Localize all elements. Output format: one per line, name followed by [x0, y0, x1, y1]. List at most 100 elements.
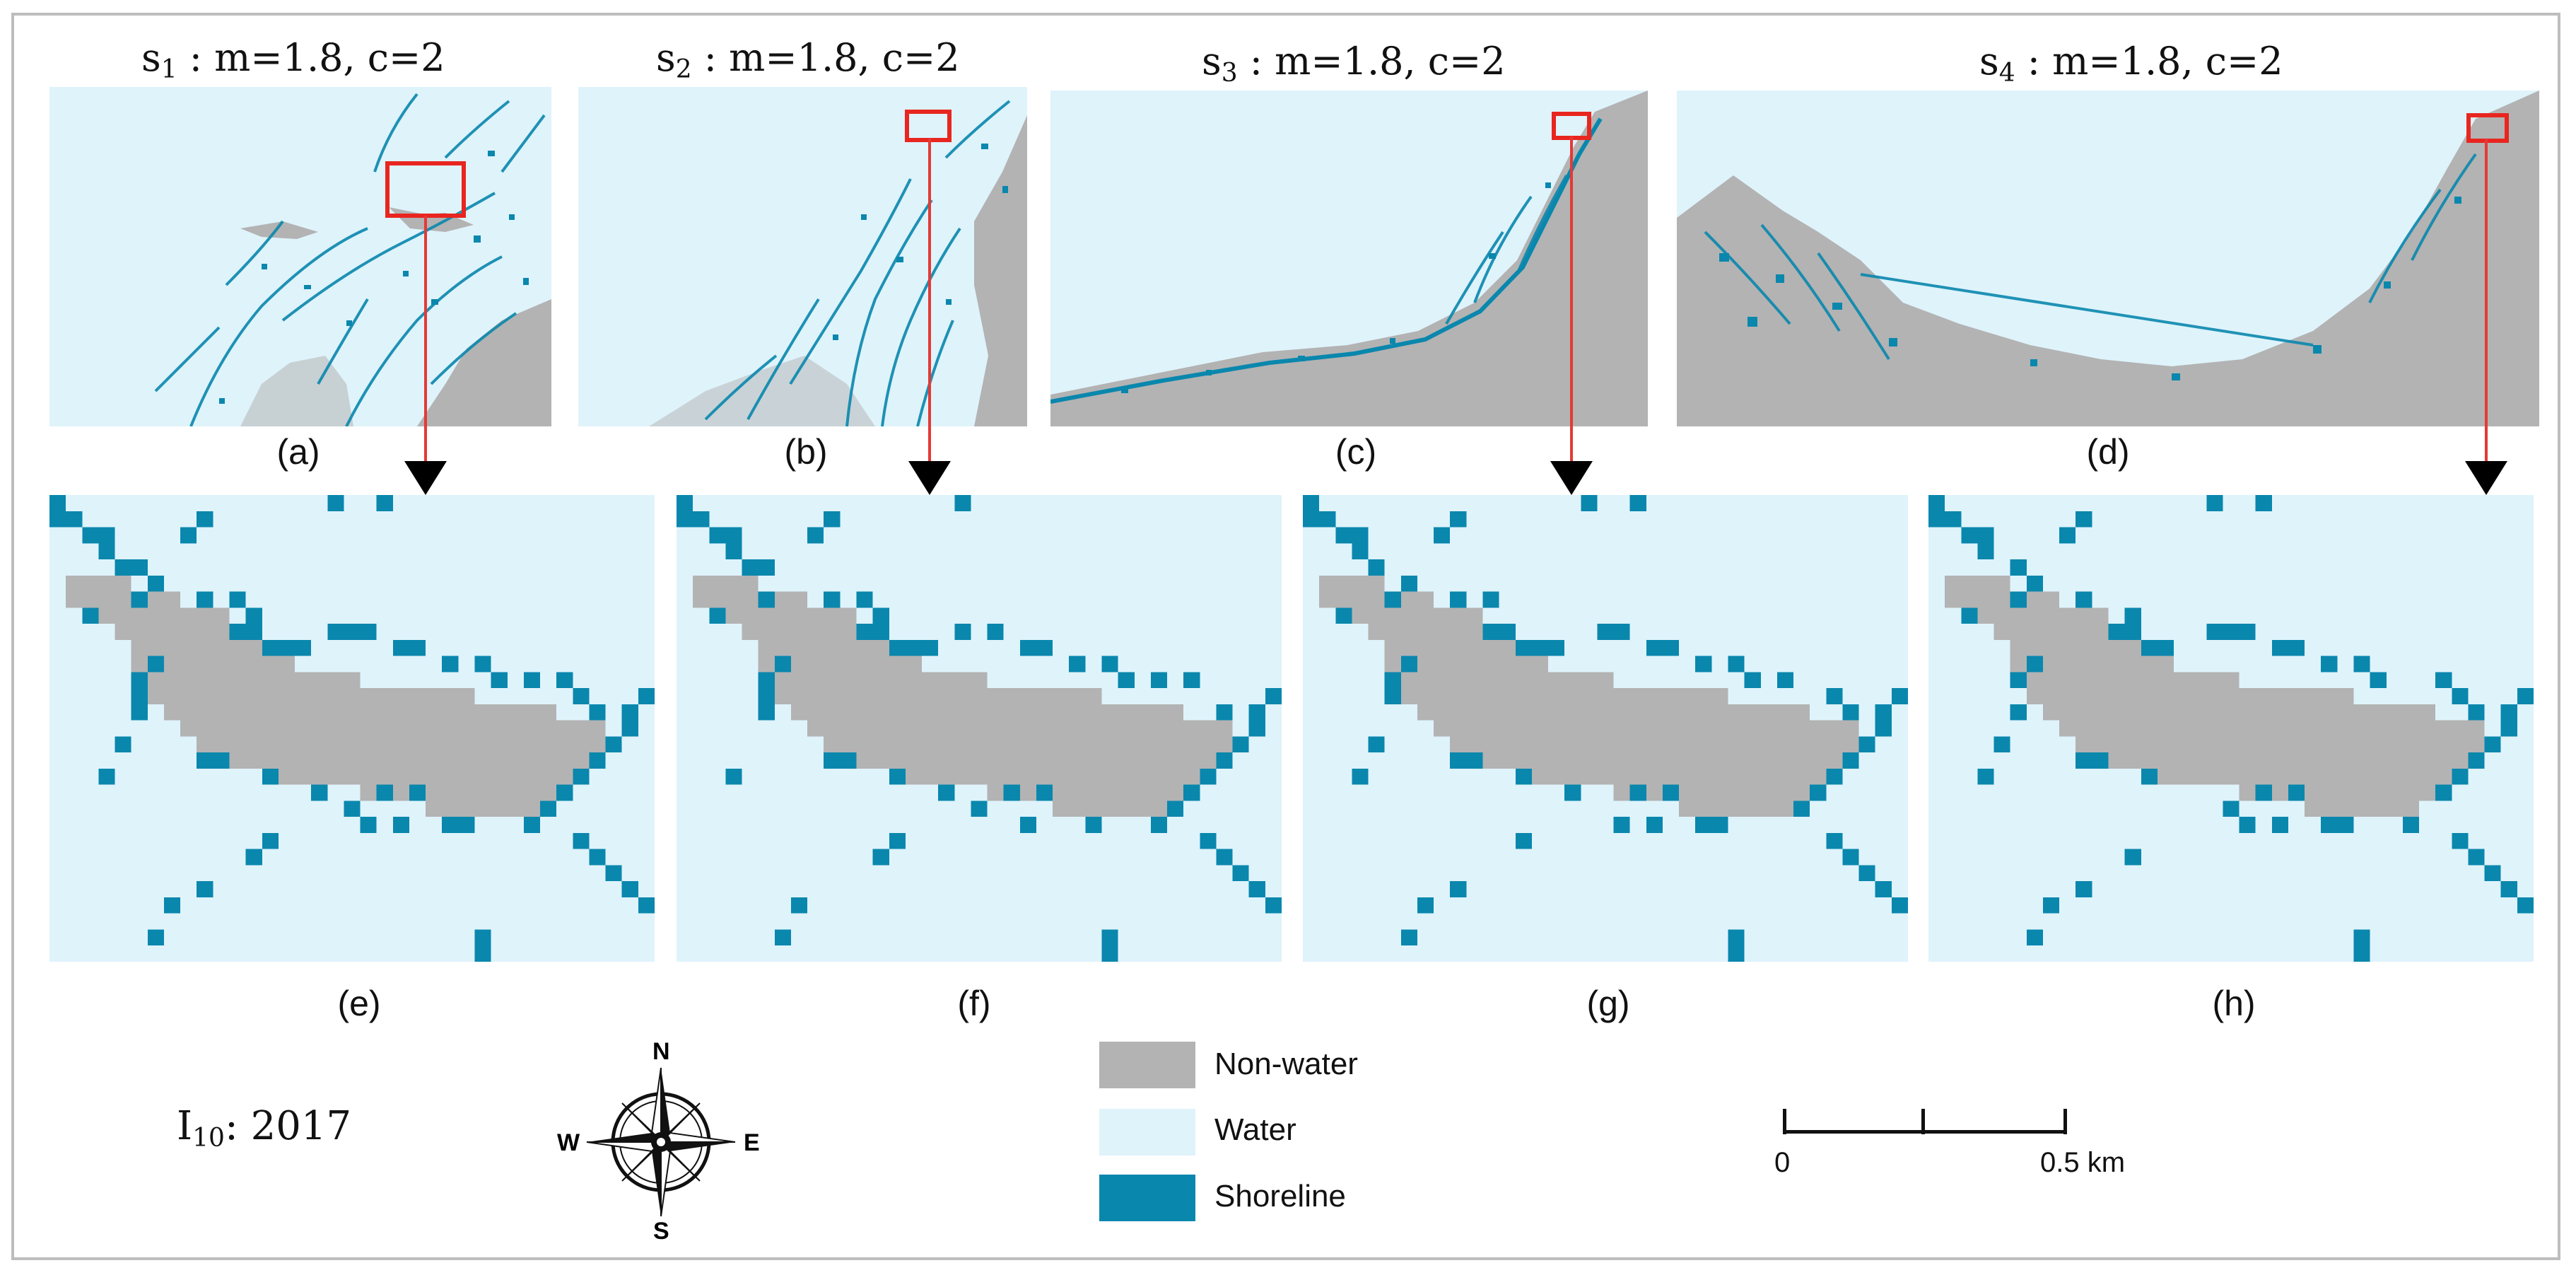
shoreline-cell [1629, 495, 1646, 511]
shoreline-cell [2500, 881, 2517, 897]
shoreline-cell [1450, 511, 1467, 528]
shoreline-cell [2484, 865, 2501, 882]
nonwater-cell-run [2010, 656, 2174, 673]
shoreline-cell [1167, 800, 1184, 817]
shoreline-cell [1400, 929, 1417, 946]
compass-east-label: E [744, 1129, 760, 1156]
shoreline-cell [1303, 495, 1320, 511]
shoreline-cell [1019, 817, 1036, 833]
shoreline-cell [1352, 768, 1369, 785]
shoreline-cell [474, 929, 491, 946]
shoreline-cell [98, 527, 115, 544]
shoreline-cell [327, 624, 344, 640]
shoreline-cell [2076, 591, 2092, 608]
panel-label-g: (g) [1586, 984, 1630, 1023]
nonwater-cell-run [229, 752, 590, 769]
shoreline-cell [245, 624, 262, 640]
shoreline-cell [1875, 704, 1892, 721]
shoreline-cell [1319, 511, 1336, 528]
nonwater-cell-run [197, 736, 606, 753]
figure-frame [11, 13, 2560, 1260]
nonwater-cell-run [1515, 768, 1827, 785]
shoreline-cell [409, 639, 426, 656]
shoreline-cell [1101, 929, 1118, 946]
shoreline-cell [131, 672, 148, 689]
shoreline-cell [889, 832, 906, 849]
shoreline-cell [889, 768, 906, 785]
nonwater-cell-run [426, 800, 541, 817]
shoreline-cell [725, 527, 742, 544]
shoreline-cell [1248, 881, 1265, 897]
shoreline-cell [262, 639, 279, 656]
shoreline-cell [605, 736, 622, 753]
shoreline-cell [1875, 881, 1892, 897]
shoreline-cell [1450, 752, 1467, 769]
shoreline-cell [1842, 849, 1859, 866]
scale-bar [1783, 1109, 2068, 1134]
shoreline-cell [131, 704, 148, 721]
nonwater-cell-run [774, 688, 1102, 704]
shoreline-cell [1810, 784, 1827, 801]
shoreline-cell [1994, 736, 2010, 753]
shoreline-cell [2500, 704, 2517, 721]
shoreline-cell [1662, 784, 1680, 801]
shoreline-cell [1450, 591, 1467, 608]
shoreline-cell [1232, 865, 1249, 882]
overview-map-s3 [1050, 91, 1648, 426]
shoreline-cell [2124, 849, 2141, 866]
shoreline-cell [1728, 656, 1745, 673]
shoreline-cell [49, 511, 66, 528]
nonwater-cell-run [1945, 575, 2010, 592]
nonwater-cell-run [1994, 624, 2125, 640]
nonwater-cell-run [807, 720, 1233, 737]
nonwater-cell-run [1384, 656, 1549, 673]
panel-label-f: (f) [957, 984, 991, 1023]
shoreline-cell [2141, 768, 2158, 785]
shoreline-cell [922, 639, 939, 656]
shoreline-cell [2206, 624, 2223, 640]
shoreline-cell [2452, 768, 2469, 785]
shoreline-cell [1646, 817, 1663, 833]
nonwater-cell-run [147, 672, 361, 689]
shoreline-cell [1826, 688, 1843, 704]
shoreline-cell [1368, 736, 1385, 753]
shoreline-cell [573, 832, 590, 849]
zoom-map-f [677, 495, 1282, 962]
shoreline-cell [709, 607, 726, 624]
shoreline-cell [2468, 752, 2485, 769]
shoreline-cell [1711, 817, 1728, 833]
shoreline-cell [1183, 672, 1200, 689]
shoreline-cell [1826, 832, 1843, 849]
shoreline-cell [2223, 624, 2240, 640]
legend-swatch-water [1099, 1109, 1195, 1155]
nonwater-cell-run [1977, 607, 2109, 624]
shoreline-cell [1434, 527, 1451, 544]
shoreline-cell [1977, 527, 1994, 544]
shoreline-cell [1368, 559, 1385, 576]
shoreline-cell [2353, 945, 2370, 962]
nonwater-cell-run [180, 720, 606, 737]
shoreline-cell [1961, 527, 1978, 544]
shoreline-cell [938, 784, 955, 801]
shoreline-cell [1248, 720, 1265, 737]
shoreline-cell [589, 752, 606, 769]
shoreline-cell [1875, 720, 1892, 737]
shoreline-cell [1842, 752, 1859, 769]
legend-label-shoreline: Shoreline [1214, 1179, 1346, 1213]
panel-label-a: (a) [276, 432, 320, 472]
zoom-map-g [1303, 495, 1908, 962]
shoreline-cell [245, 607, 262, 624]
shoreline-cell [442, 817, 459, 833]
nonwater-cell-run [2010, 639, 2141, 656]
shoreline-cell [2321, 656, 2338, 673]
shoreline-cell [115, 559, 131, 576]
shoreline-cell [2370, 672, 2387, 689]
shoreline-cell [98, 768, 115, 785]
shoreline-cell [180, 527, 197, 544]
shoreline-cell [709, 527, 726, 544]
shoreline-cell [872, 607, 889, 624]
nonwater-cell-run [1434, 720, 1859, 737]
shoreline-cell [344, 800, 361, 817]
zoom-map-h [1928, 495, 2534, 962]
shoreline-cell [677, 511, 693, 528]
